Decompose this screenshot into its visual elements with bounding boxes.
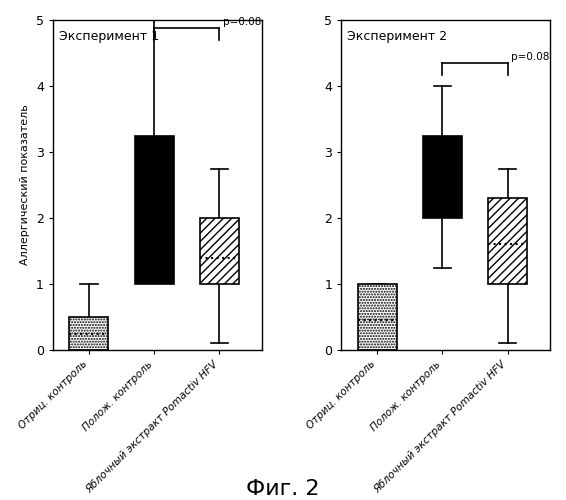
Bar (70, 317, 109, 350)
Bar (488, 198, 527, 284)
Text: p=0.08: p=0.08 (222, 16, 261, 26)
Bar (200, 218, 239, 284)
Text: Фиг. 2: Фиг. 2 (246, 479, 320, 499)
Text: Эксперимент 2: Эксперимент 2 (348, 30, 448, 43)
Bar (358, 284, 397, 350)
Text: p=0.08: p=0.08 (511, 52, 549, 62)
Y-axis label: Аллергический показатель: Аллергический показатель (20, 104, 31, 266)
Text: Эксперимент 1: Эксперимент 1 (59, 30, 160, 43)
Bar (135, 136, 174, 284)
Bar (423, 136, 462, 218)
